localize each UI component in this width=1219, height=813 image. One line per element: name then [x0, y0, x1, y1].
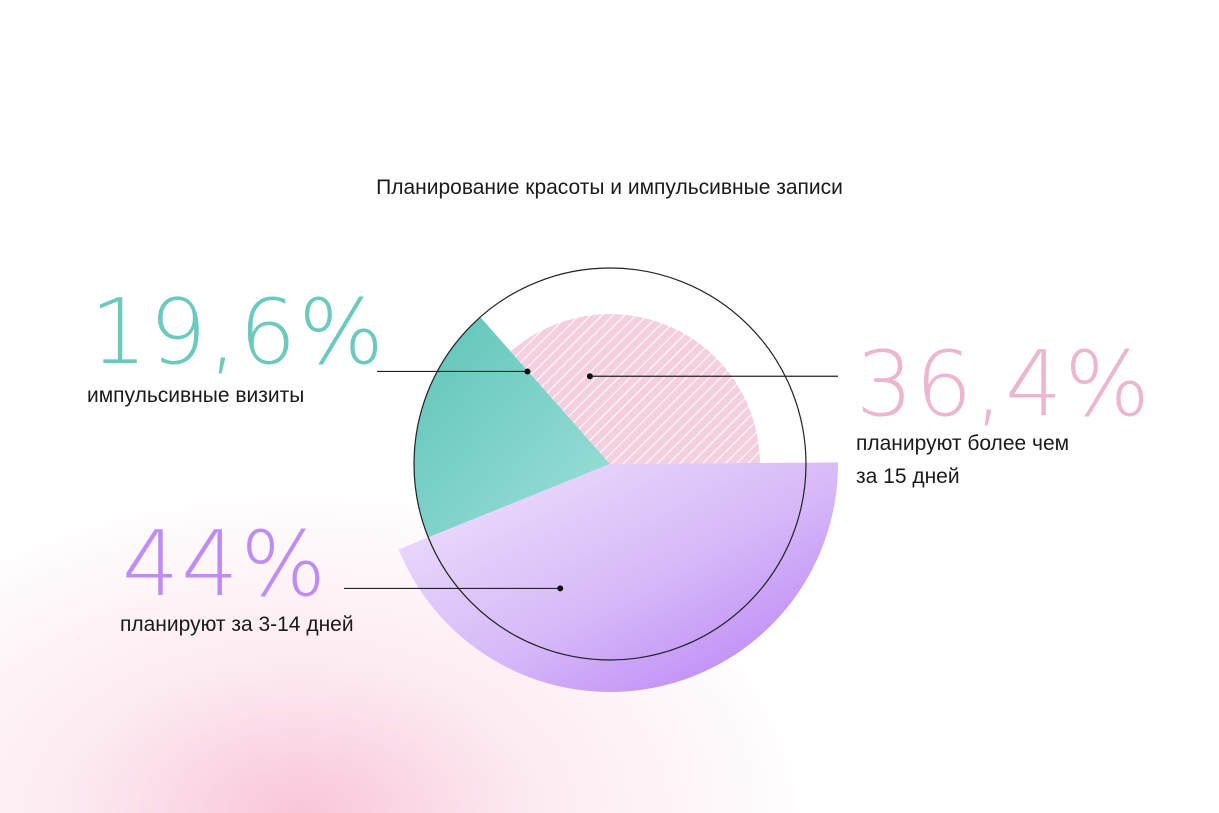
slice-3-14-days: [398, 462, 838, 692]
slice-impulsive: [414, 317, 610, 538]
pie-outline-circle: [413, 267, 807, 661]
slice-label-3-14-days: планируют за 3-14 дней: [120, 613, 354, 636]
leader-impulsive-dot: [524, 368, 531, 375]
slice-15-days: [510, 314, 760, 464]
slice-value-impulsive: 19,6%: [90, 280, 386, 385]
slice-value-3-14-days: 44%: [122, 512, 329, 617]
leader-15-days-dot: [586, 373, 593, 380]
slice-value-15-days: 36,4%: [856, 332, 1152, 437]
slice-label-impulsive: импульсивные визиты: [87, 384, 305, 407]
chart-title: Планирование красоты и импульсивные запи…: [376, 176, 843, 199]
slice-label-15-days: планируют более чем за 15 дней: [856, 432, 1070, 488]
leader-3-14-days-dot: [557, 585, 564, 592]
